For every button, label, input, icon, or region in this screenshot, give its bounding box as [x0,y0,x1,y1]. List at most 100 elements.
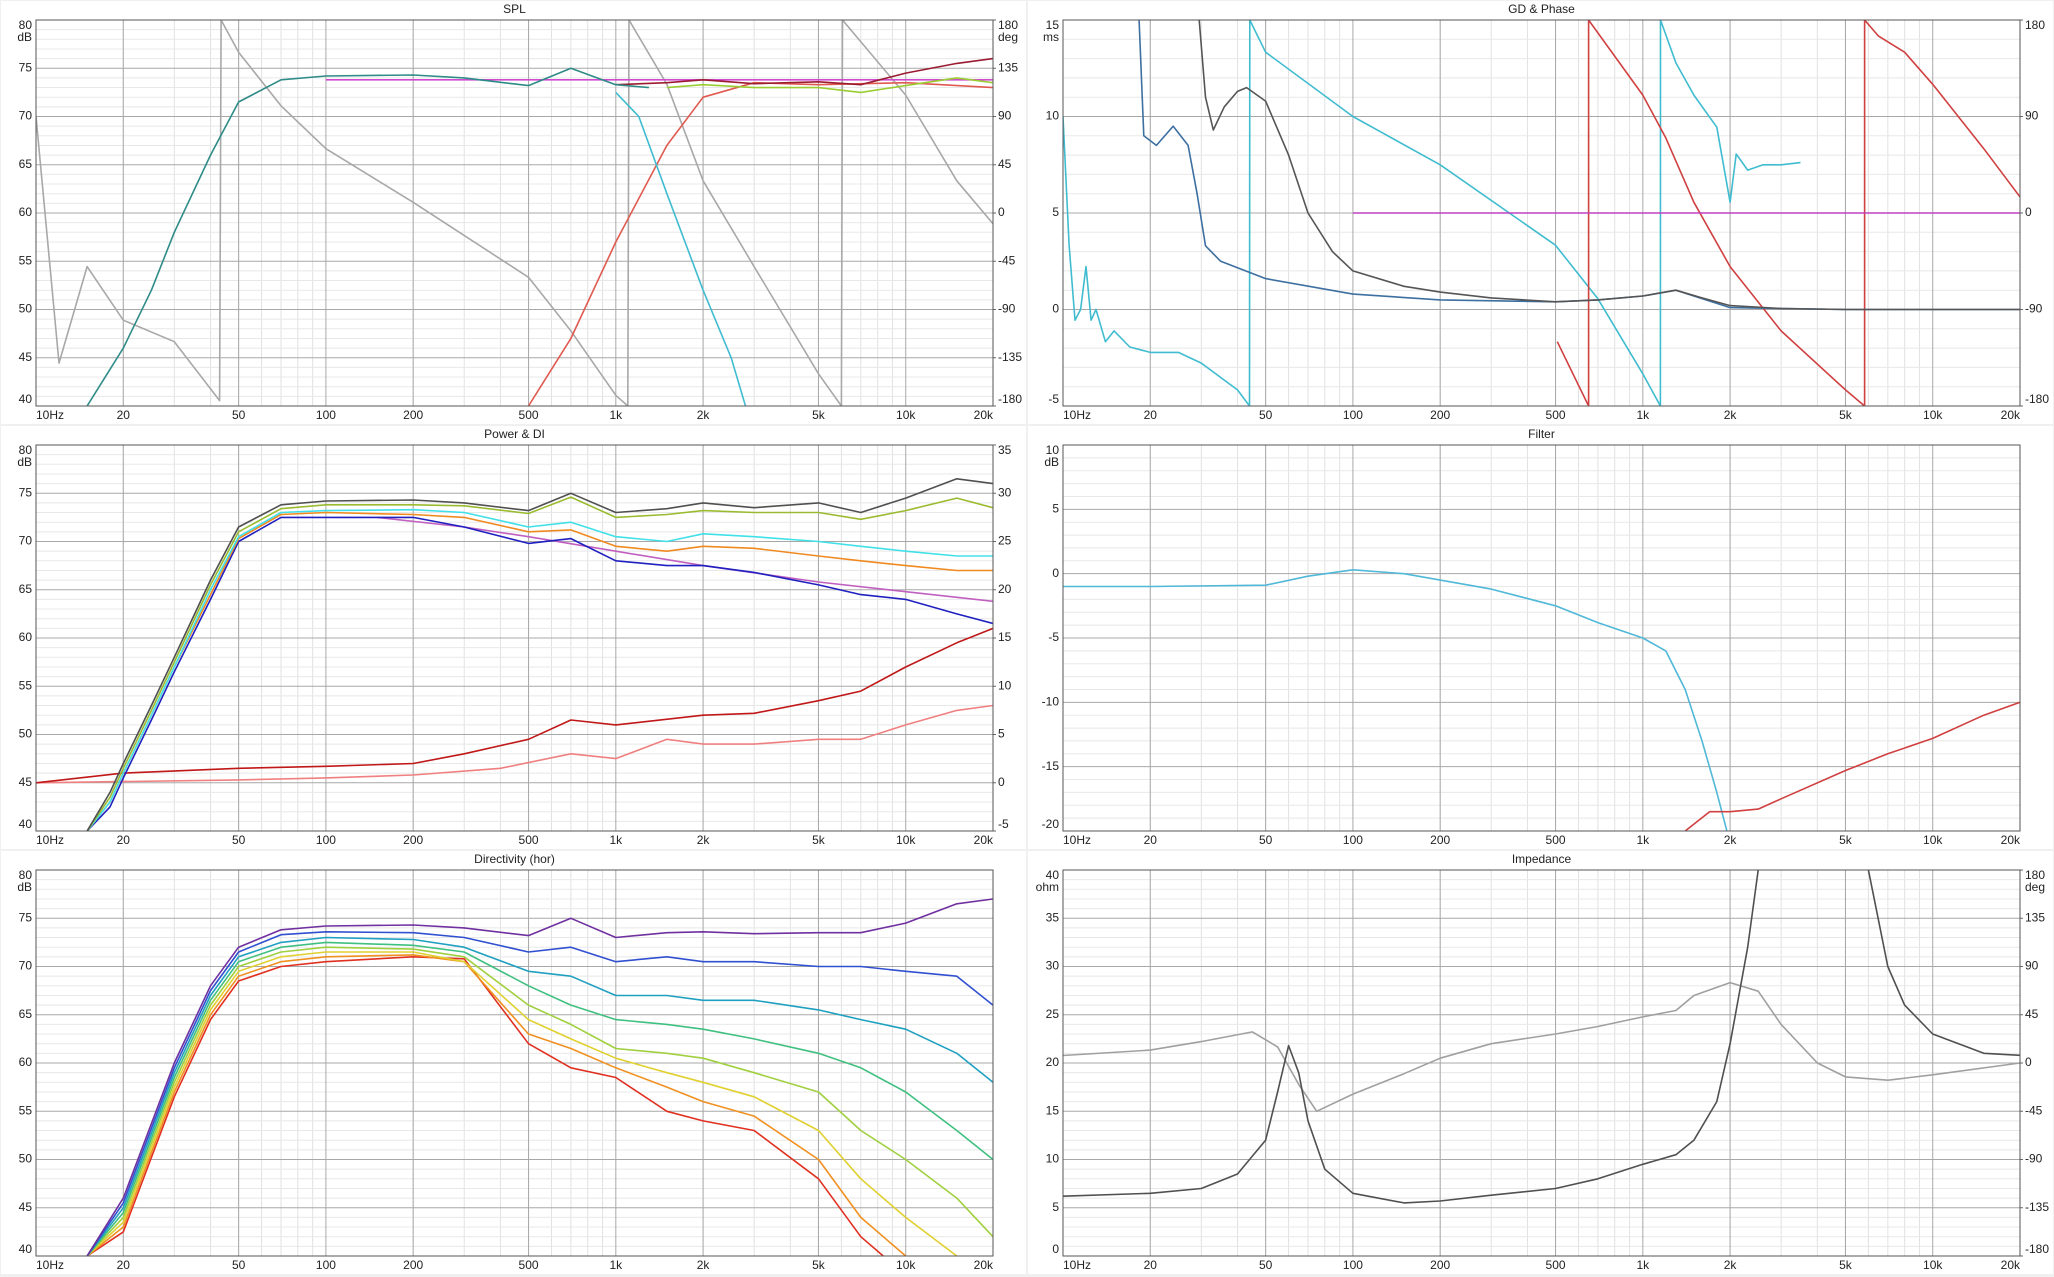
y-tick-label: 10 [1046,109,1060,123]
y2-tick-label: 180 [2025,18,2045,32]
y-tick-label: 70 [19,534,33,548]
plot-border [35,869,994,1257]
y-tick-label: -20 [1042,817,1060,831]
x-tick-label: 50 [232,1258,246,1272]
x-tick-label: 1k [1636,833,1650,847]
x-tick-label: 10Hz [36,408,64,422]
chart-title: GD & Phase [1508,2,1575,16]
y2-axis-label: deg [2025,880,2045,894]
y-tick-label: 75 [19,910,33,924]
y-axis-label: dB [17,880,32,894]
series-line [615,57,993,86]
x-tick-label: 5k [812,1258,826,1272]
x-tick-label: 500 [1546,833,1566,847]
x-tick-label: 10Hz [36,1258,64,1272]
y-tick-label: 70 [19,109,33,123]
x-tick-label: 20 [117,1258,131,1272]
x-tick-label: 2k [1724,833,1738,847]
y2-tick-label: 0 [998,205,1005,219]
x-tick-label: 1k [1636,1258,1650,1272]
y-tick-label: 15 [1046,1103,1060,1117]
y-tick-label: 15 [1046,18,1060,32]
y-tick-label: 30 [1046,959,1060,973]
x-tick-label: 20 [117,408,131,422]
y-tick-label: 10 [1046,443,1060,457]
x-tick-label: 5k [812,408,826,422]
x-tick-label: 2k [1724,1258,1738,1272]
y-tick-label: 75 [19,485,33,499]
x-tick-label: 500 [1546,408,1566,422]
x-tick-label: 20 [117,833,131,847]
x-tick-label: 500 [519,1258,539,1272]
plot-border [35,19,994,407]
x-tick-label: 100 [316,833,336,847]
series-line [1063,870,2020,1204]
series-line [1198,20,2020,311]
x-tick-label: 20k [2001,408,2021,422]
x-tick-label: 200 [403,408,423,422]
x-tick-label: 20 [1144,1258,1158,1272]
series-line [527,81,993,406]
y-tick-label: 5 [1052,502,1059,516]
y-tick-label: 65 [19,157,33,171]
series-line [376,516,993,603]
y2-axis-label: deg [998,30,1018,44]
y-tick-label: 0 [1052,1242,1059,1256]
y-tick-label: 40 [1046,868,1060,882]
y-tick-label: -5 [1048,392,1059,406]
y2-tick-label: 5 [998,727,1005,741]
x-tick-label: 10Hz [1063,408,1091,422]
y-tick-label: 45 [19,1200,33,1214]
y-tick-label: 50 [19,1152,33,1166]
plot-area [36,478,993,831]
series-line [86,956,885,1256]
series-line [86,67,649,406]
x-tick-label: 2k [697,408,711,422]
x-tick-label: 20k [974,1258,994,1272]
series-line [615,91,747,406]
series-line [36,704,993,784]
y-tick-label: 70 [19,959,33,973]
x-tick-label: 100 [1343,408,1363,422]
x-tick-label: 10k [896,833,916,847]
x-tick-label: 5k [1839,408,1853,422]
chart-title: Directivity (hor) [474,852,555,866]
y2-tick-label: 10 [998,678,1012,692]
y2-tick-label: 0 [998,775,1005,789]
x-tick-label: 10Hz [1063,1258,1091,1272]
y-tick-label: 45 [19,350,33,364]
x-tick-label: 200 [1430,1258,1450,1272]
y-tick-label: -10 [1042,695,1060,709]
plot-area [1063,20,2020,406]
series-line [86,951,959,1256]
y-tick-label: 60 [19,1055,33,1069]
y2-tick-label: -180 [998,392,1022,406]
y2-tick-label: 15 [998,630,1012,644]
x-tick-label: 20k [2001,833,2021,847]
chart-title: Impedance [1512,852,1572,866]
y2-tick-label: -90 [2025,302,2043,316]
y2-tick-label: 90 [998,109,1012,123]
y2-tick-label: -180 [2025,392,2049,406]
y-tick-label: 25 [1046,1007,1060,1021]
y-tick-label: 55 [19,678,33,692]
y-tick-label: -15 [1042,759,1060,773]
y-tick-label: 20 [1046,1055,1060,1069]
x-tick-label: 500 [519,408,539,422]
y2-tick-label: 20 [998,582,1012,596]
x-tick-label: 20 [1144,833,1158,847]
series-line [86,946,993,1256]
y-tick-label: 0 [1052,566,1059,580]
y-tick-label: 55 [19,1103,33,1117]
chart-title: Power & DI [484,427,545,441]
y2-tick-label: 30 [998,485,1012,499]
series-line [86,516,993,831]
chart-title: SPL [503,2,526,16]
plot-border [1062,869,2021,1257]
y2-tick-label: -180 [2025,1242,2049,1256]
x-tick-label: 1k [1636,408,1650,422]
series-line [86,941,993,1256]
x-tick-label: 10Hz [36,833,64,847]
x-tick-label: 20 [1144,408,1158,422]
x-tick-label: 200 [1430,408,1450,422]
